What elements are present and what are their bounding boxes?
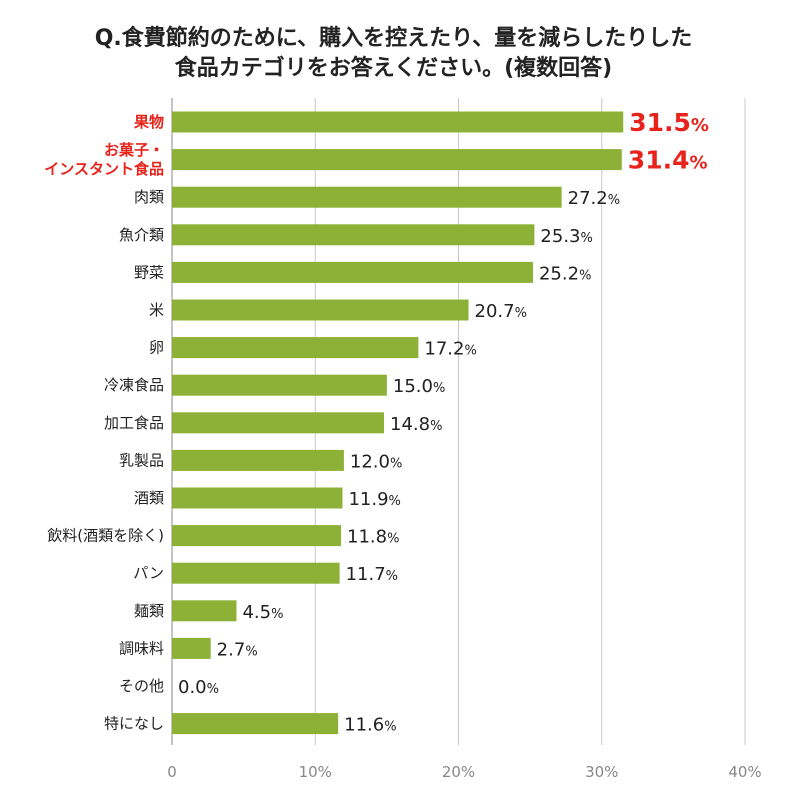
bar [172, 562, 340, 584]
value-label: 11.6% [344, 715, 396, 736]
bar [172, 299, 469, 321]
category-label: 野菜 [134, 263, 164, 281]
bar [172, 374, 387, 396]
bar [172, 412, 385, 434]
category-label: お菓子・インスタント食品 [44, 141, 164, 178]
value-label: 31.5% [629, 108, 709, 137]
value-label: 31.4% [628, 146, 708, 175]
value-label: 15.0% [393, 376, 445, 397]
bar [172, 449, 344, 471]
category-label: 飲料(酒類を除く) [47, 527, 164, 545]
value-label: 11.8% [347, 527, 399, 548]
bar [172, 637, 211, 659]
category-label: 乳製品 [119, 451, 164, 469]
x-tick-label: 30% [585, 763, 618, 781]
title-line-1: Q.食費節約のために、購入を控えたり、量を減らしたりした [94, 26, 693, 51]
bar [172, 224, 535, 246]
x-tick-label: 10% [299, 763, 332, 781]
bar [172, 337, 419, 359]
bar [172, 487, 343, 509]
value-label: 0.0% [178, 677, 219, 698]
value-label: 11.7% [346, 564, 398, 585]
value-label: 14.8% [390, 414, 442, 435]
category-label: パン [133, 564, 164, 582]
bar [172, 600, 237, 622]
category-label: 冷凍食品 [104, 376, 164, 394]
category-label: 特になし [104, 715, 164, 733]
value-label: 2.7% [217, 639, 258, 660]
category-label: 果物 [133, 113, 164, 131]
category-label: 調味料 [119, 639, 164, 657]
bar [172, 525, 342, 547]
category-label: 酒類 [134, 489, 164, 507]
x-tick-label: 20% [442, 763, 475, 781]
bar [172, 186, 562, 208]
category-label: 肉類 [134, 188, 164, 206]
category-label: その他 [119, 677, 164, 695]
category-label: 魚介類 [119, 226, 164, 244]
value-label: 25.3% [540, 226, 592, 247]
title-line-2: 食品カテゴリをお答えください。(複数回答) [174, 56, 613, 81]
bar [172, 111, 624, 133]
value-label: 4.5% [242, 602, 283, 623]
value-label: 27.2% [568, 188, 620, 209]
value-label: 20.7% [475, 301, 527, 322]
value-label: 11.9% [348, 489, 400, 510]
bar [172, 713, 339, 735]
bar [172, 149, 622, 171]
value-label: 25.2% [539, 263, 591, 284]
category-label: 卵 [149, 339, 164, 357]
x-tick-label: 0 [167, 763, 177, 781]
value-label: 17.2% [424, 339, 476, 360]
bar [172, 261, 533, 283]
chart-title: Q.食費節約のために、購入を控えたり、量を減らしたりした 食品カテゴリをお答えく… [0, 24, 787, 84]
value-label: 12.0% [350, 451, 402, 472]
category-label: 麺類 [134, 602, 164, 620]
category-label: 加工食品 [104, 414, 164, 432]
category-label: 米 [149, 301, 164, 319]
x-tick-label: 40% [728, 763, 761, 781]
